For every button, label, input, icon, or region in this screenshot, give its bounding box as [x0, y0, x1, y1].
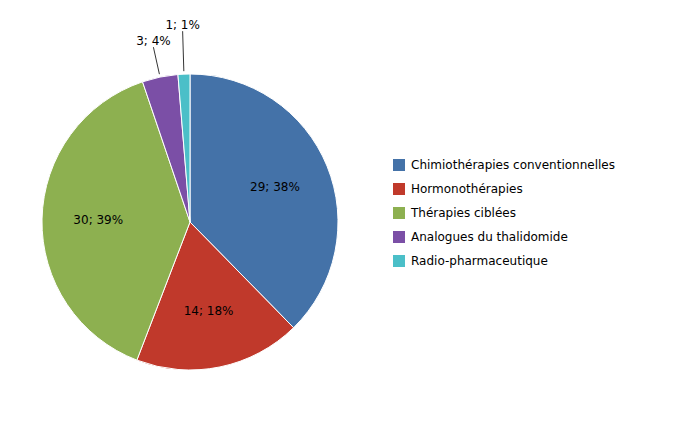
legend-item: Analogues du thalidomide	[393, 230, 568, 244]
legend-item: Radio-pharmaceutique	[393, 254, 548, 268]
data-label: 14; 18%	[184, 304, 234, 318]
data-label: 29; 38%	[250, 180, 300, 194]
data-label: 30; 39%	[73, 213, 123, 227]
legend-swatch	[393, 207, 405, 219]
legend-item: Thérapies ciblées	[393, 206, 516, 220]
leader-line	[153, 47, 159, 74]
legend-item: Chimiothérapies conventionnelles	[393, 158, 615, 172]
legend-label: Thérapies ciblées	[410, 206, 516, 220]
pie-slice	[143, 74, 190, 222]
legend-item: Hormonothérapies	[393, 182, 523, 196]
legend-swatch	[393, 255, 405, 267]
legend-label: Chimiothérapies conventionnelles	[411, 158, 615, 172]
pie	[42, 74, 338, 370]
data-label: 3; 4%	[136, 34, 171, 48]
pie-slice	[178, 74, 190, 222]
legend-label: Radio-pharmaceutique	[411, 254, 548, 268]
legend-swatch	[393, 231, 405, 243]
legend-swatch	[393, 183, 405, 195]
legend-swatch	[393, 159, 405, 171]
chart: 29; 38% 14; 18% 30; 39% 3; 4% 1; 1% Chimiothé…	[0, 0, 689, 430]
data-labels: 29; 38% 14; 18% 30; 39% 3; 4% 1; 1%	[73, 18, 300, 318]
leader-line	[183, 31, 184, 71]
legend: Chimiothérapies conventionnelles Hormonot…	[393, 158, 615, 268]
legend-label: Hormonothérapies	[411, 182, 523, 196]
data-label: 1; 1%	[165, 18, 200, 32]
legend-label: Analogues du thalidomide	[411, 230, 568, 244]
